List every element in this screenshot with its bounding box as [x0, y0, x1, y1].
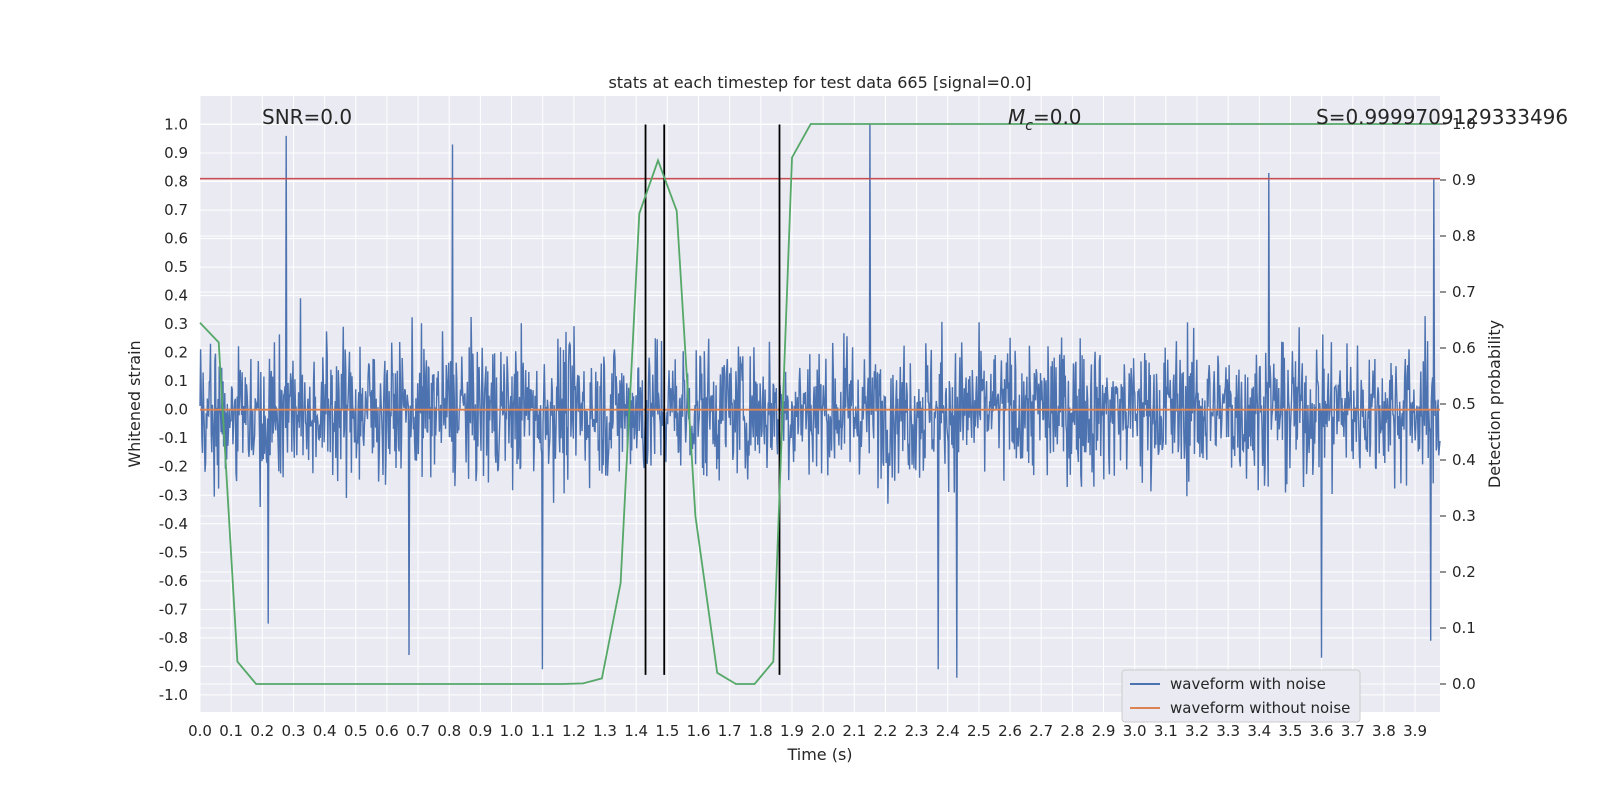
- x-tick-label: 0.2: [250, 722, 274, 740]
- y-axis-label: Whitened strain: [125, 340, 144, 467]
- x-tick-label: 3.5: [1279, 722, 1303, 740]
- x-tick-label: 0.5: [344, 722, 368, 740]
- detection-probability-line: [199, 123, 1440, 685]
- legend-label-noise: waveform with noise: [1170, 675, 1326, 693]
- x-tick-label: 2.7: [1029, 722, 1053, 740]
- x-tick-label: 1.5: [655, 722, 679, 740]
- y-right-tick-label: 0.7: [1452, 283, 1476, 301]
- y-tick-label: 0.4: [164, 287, 188, 305]
- y-tick-label: -1.0: [159, 686, 188, 704]
- y-tick-label: 0.7: [164, 201, 188, 219]
- y-right-tick-label: 0.9: [1452, 171, 1476, 189]
- y-right-tick-label: 0.0: [1452, 675, 1476, 693]
- s-annotation: S=0.9999709129333496: [1316, 105, 1568, 129]
- x-tick-label: 0.7: [406, 722, 430, 740]
- y-tick-label: -0.1: [159, 429, 188, 447]
- y-tick-label: 0.3: [164, 315, 188, 333]
- x-tick-label: 1.7: [718, 722, 742, 740]
- x-tick-label: 1.8: [749, 722, 773, 740]
- x-tick-label: 0.0: [188, 722, 212, 740]
- waveform-with-noise-line: [199, 124, 1441, 678]
- x-tick-label: 3.1: [1154, 722, 1178, 740]
- x-tick-label: 0.3: [282, 722, 306, 740]
- mc-symbol: M: [1008, 105, 1025, 129]
- x-tick-label: 1.1: [531, 722, 555, 740]
- x-tick-label: 2.1: [842, 722, 866, 740]
- x-tick-label: 0.6: [375, 722, 399, 740]
- x-tick-label: 3.6: [1310, 722, 1334, 740]
- x-tick-label: 2.9: [1092, 722, 1116, 740]
- y-tick-label: -0.3: [159, 486, 188, 504]
- series-waveform-with-noise: [199, 124, 1441, 678]
- x-tick-label: 3.3: [1216, 722, 1240, 740]
- y-right-tick-label: 0.3: [1452, 507, 1476, 525]
- y-right-tick-label: 1.0: [1452, 115, 1476, 133]
- y-right-tick-labels: 1.0 0.9 0.8 0.7 0.6 0.5 0.4 0.3 0.2 0.1 0.0: [1440, 115, 1476, 693]
- x-tick-label: 2.6: [998, 722, 1022, 740]
- x-tick-label: 2.2: [873, 722, 897, 740]
- x-axis-label: Time (s): [786, 745, 852, 764]
- x-tick-label: 3.8: [1372, 722, 1396, 740]
- x-tick-label: 0.8: [437, 722, 461, 740]
- x-tick-label: 2.3: [905, 722, 929, 740]
- x-tick-label: 2.0: [811, 722, 835, 740]
- x-tick-label: 2.8: [1060, 722, 1084, 740]
- x-tick-label: 2.5: [967, 722, 991, 740]
- y-tick-label: 0.0: [164, 401, 188, 419]
- chart-title: stats at each timestep for test data 665…: [608, 73, 1031, 92]
- x-tick-label: 1.3: [593, 722, 617, 740]
- y-tick-label: 0.5: [164, 258, 188, 276]
- x-tick-label: 1.2: [562, 722, 586, 740]
- x-tick-label: 0.1: [219, 722, 243, 740]
- mc-subscript: c: [1025, 118, 1033, 134]
- mc-annotation: Mc=0.0: [1008, 105, 1082, 134]
- y-right-tick-label: 0.4: [1452, 451, 1476, 469]
- y-tick-label: 0.6: [164, 230, 188, 248]
- mc-value: =0.0: [1033, 105, 1082, 129]
- y-tick-labels: 1.0 0.9 0.8 0.7 0.6 0.5 0.4 0.3 0.2 0.1 0.0 -0.1 -0.…: [159, 116, 188, 704]
- x-tick-label: 3.4: [1247, 722, 1271, 740]
- y-right-axis-label: Detection probability: [1485, 320, 1504, 488]
- y-tick-label: 0.8: [164, 173, 188, 191]
- y-tick-label: -0.8: [159, 629, 188, 647]
- y-tick-label: -0.2: [159, 458, 188, 476]
- y-tick-label: 1.0: [164, 116, 188, 134]
- y-tick-label: -0.6: [159, 572, 188, 590]
- y-right-tick-label: 0.2: [1452, 563, 1476, 581]
- y-right-tick-label: 0.5: [1452, 395, 1476, 413]
- x-tick-label: 1.0: [500, 722, 524, 740]
- y-tick-label: -0.9: [159, 657, 188, 675]
- x-tick-label: 3.9: [1403, 722, 1427, 740]
- y-tick-label: 0.1: [164, 372, 188, 390]
- legend-box: [1121, 669, 1361, 723]
- x-tick-label: 0.4: [313, 722, 337, 740]
- x-tick-label: 3.7: [1341, 722, 1365, 740]
- x-tick-label: 1.6: [687, 722, 711, 740]
- overlay-lines: [199, 123, 1440, 685]
- y-tick-label: 0.2: [164, 344, 188, 362]
- y-tick-label: -0.5: [159, 543, 188, 561]
- snr-annotation: SNR=0.0: [262, 105, 352, 129]
- y-right-tick-label: 0.8: [1452, 227, 1476, 245]
- x-tick-label: 1.4: [624, 722, 648, 740]
- y-right-tick-label: 0.1: [1452, 619, 1476, 637]
- y-tick-label: -0.7: [159, 600, 188, 618]
- y-right-tick-label: 0.6: [1452, 339, 1476, 357]
- x-tick-labels: 0.0 0.1 0.2 0.3 0.4 0.5 0.6 0.7 0.8 0.9 1.0 1.1 1.2 1…: [188, 722, 1427, 740]
- x-tick-label: 3.0: [1123, 722, 1147, 740]
- legend-label-clean: waveform without noise: [1170, 699, 1350, 717]
- x-tick-label: 2.4: [936, 722, 960, 740]
- x-tick-label: 0.9: [468, 722, 492, 740]
- y-tick-label: -0.4: [159, 515, 188, 533]
- x-tick-label: 3.2: [1185, 722, 1209, 740]
- legend: waveform with noise waveform without noi…: [1121, 669, 1361, 723]
- x-tick-label: 1.9: [780, 722, 804, 740]
- y-tick-label: 0.9: [164, 144, 188, 162]
